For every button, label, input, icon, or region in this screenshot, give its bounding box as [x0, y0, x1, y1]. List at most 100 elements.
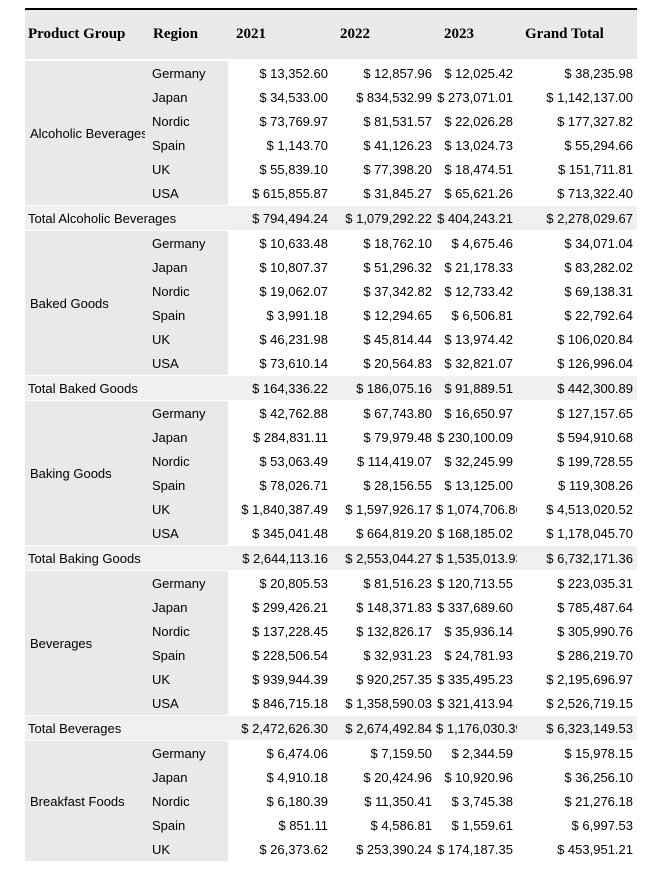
region-cell: Nordic — [145, 279, 228, 303]
value-cell: $ 230,100.09 — [436, 425, 517, 449]
column-header-2022: 2022 — [332, 9, 436, 61]
value-cell: $ 10,920.96 — [436, 765, 517, 789]
value-cell: $ 106,020.84 — [517, 327, 637, 351]
data-row: UK $ 46,231.98 $ 45,814.44 $ 13,974.42 $ 106… — [25, 327, 637, 351]
region-cell: Spain — [145, 133, 228, 157]
total-value-cell: $ 186,075.16 — [332, 375, 436, 401]
value-cell: $ 126,996.04 — [517, 351, 637, 376]
data-row: Japan $ 10,807.37 $ 51,296.32 $ 21,178.33 $ … — [25, 255, 637, 279]
value-cell: $ 223,035.31 — [517, 570, 637, 595]
value-cell: $ 83,282.02 — [517, 255, 637, 279]
data-row: Nordic $ 53,063.49 $ 114,419.07 $ 32,245.99… — [25, 449, 637, 473]
value-cell: $ 4,910.18 — [228, 765, 332, 789]
pivot-table-body: Alcoholic Beverages Germany $ 13,352.60 $ 1… — [25, 60, 637, 861]
data-row: Spain $ 78,026.71 $ 28,156.55 $ 13,125.00 $ … — [25, 473, 637, 497]
value-cell: $ 321,413.94 — [436, 691, 517, 716]
value-cell: $ 228,506.54 — [228, 643, 332, 667]
value-cell: $ 46,231.98 — [228, 327, 332, 351]
data-row: Spain $ 851.11 $ 4,586.81 $ 1,559.61 $ 6,997… — [25, 813, 637, 837]
total-label-cell: Total Beverages — [25, 715, 228, 741]
value-cell: $ 1,178,045.70 — [517, 521, 637, 546]
data-row: USA $ 345,041.48 $ 664,819.20 $ 168,185.02 $… — [25, 521, 637, 546]
region-cell: Germany — [145, 230, 228, 255]
data-row: UK $ 1,840,387.49 $ 1,597,926.17 $ 1,074,70… — [25, 497, 637, 521]
value-cell: $ 37,342.82 — [332, 279, 436, 303]
data-row: Beverages Germany $ 20,805.53 $ 81,516.23 $ … — [25, 570, 637, 716]
value-cell: $ 13,974.42 — [436, 327, 517, 351]
data-row: USA $ 73,610.14 $ 20,564.83 $ 32,821.07 $ 12… — [25, 351, 637, 376]
value-cell: $ 3,745.38 — [436, 789, 517, 813]
total-row: Total Baked Goods $ 164,336.22 $ 186,075.1… — [25, 375, 637, 401]
region-cell: UK — [145, 837, 228, 861]
value-cell: $ 6,180.39 — [228, 789, 332, 813]
value-cell: $ 4,675.46 — [436, 230, 517, 255]
value-cell: $ 335,495.23 — [436, 667, 517, 691]
region-cell: Nordic — [145, 619, 228, 643]
value-cell: $ 453,951.21 — [517, 837, 637, 861]
total-value-cell: $ 2,553,044.27 — [332, 545, 436, 571]
region-cell: Germany — [145, 740, 228, 765]
region-cell: USA — [145, 351, 228, 376]
region-cell: USA — [145, 521, 228, 546]
value-cell: $ 81,531.57 — [332, 109, 436, 133]
data-row: Japan $ 284,831.11 $ 79,979.48 $ 230,100.09… — [25, 425, 637, 449]
value-cell: $ 127,157.65 — [517, 400, 637, 425]
value-cell: $ 1,142,137.00 — [517, 85, 637, 109]
total-row: Total Beverages $ 2,472,626.30 $ 2,674,492… — [25, 715, 637, 741]
value-cell: $ 7,159.50 — [332, 740, 436, 765]
region-cell: Spain — [145, 473, 228, 497]
value-cell: $ 22,026.28 — [436, 109, 517, 133]
value-cell: $ 28,156.55 — [332, 473, 436, 497]
value-cell: $ 20,564.83 — [332, 351, 436, 376]
column-header-region: Region — [145, 9, 228, 61]
value-cell: $ 11,350.41 — [332, 789, 436, 813]
value-cell: $ 1,840,387.49 — [228, 497, 332, 521]
total-value-cell: $ 794,494.24 — [228, 205, 332, 231]
value-cell: $ 10,807.37 — [228, 255, 332, 279]
total-value-cell: $ 164,336.22 — [228, 375, 332, 401]
value-cell: $ 345,041.48 — [228, 521, 332, 546]
value-cell: $ 851.11 — [228, 813, 332, 837]
total-label-cell: Total Baked Goods — [25, 375, 228, 401]
data-row: USA $ 846,715.18 $ 1,358,590.03 $ 321,413.9… — [25, 691, 637, 716]
value-cell: $ 939,944.39 — [228, 667, 332, 691]
value-cell: $ 2,344.59 — [436, 740, 517, 765]
product-group-cell: Breakfast Foods — [25, 740, 145, 861]
product-group-cell: Alcoholic Beverages — [25, 60, 145, 206]
value-cell: $ 4,586.81 — [332, 813, 436, 837]
region-cell: UK — [145, 327, 228, 351]
value-cell: $ 253,390.24 — [332, 837, 436, 861]
product-group-cell: Baking Goods — [25, 400, 145, 546]
data-row: Baking Goods Germany $ 42,762.88 $ 67,743.8… — [25, 400, 637, 546]
total-value-cell: $ 1,535,013.93 — [436, 545, 517, 571]
column-header-grand-total: Grand Total — [517, 9, 637, 61]
value-cell: $ 78,026.71 — [228, 473, 332, 497]
value-cell: $ 20,424.96 — [332, 765, 436, 789]
value-cell: $ 2,195,696.97 — [517, 667, 637, 691]
product-group-cell: Baked Goods — [25, 230, 145, 376]
value-cell: $ 148,371.83 — [332, 595, 436, 619]
value-cell: $ 53,063.49 — [228, 449, 332, 473]
region-cell: Spain — [145, 813, 228, 837]
value-cell: $ 12,857.96 — [332, 60, 436, 85]
data-row: UK $ 939,944.39 $ 920,257.35 $ 335,495.23 $ … — [25, 667, 637, 691]
value-cell: $ 38,235.98 — [517, 60, 637, 85]
value-cell: $ 1,143.70 — [228, 133, 332, 157]
value-cell: $ 13,024.73 — [436, 133, 517, 157]
value-cell: $ 6,997.53 — [517, 813, 637, 837]
value-cell: $ 73,769.97 — [228, 109, 332, 133]
data-row: UK $ 55,839.10 $ 77,398.20 $ 18,474.51 $ 151… — [25, 157, 637, 181]
region-cell: USA — [145, 181, 228, 206]
column-header-2021: 2021 — [228, 9, 332, 61]
total-value-cell: $ 404,243.21 — [436, 205, 517, 231]
value-cell: $ 785,487.64 — [517, 595, 637, 619]
total-value-cell: $ 2,644,113.16 — [228, 545, 332, 571]
column-header-2023: 2023 — [436, 9, 517, 61]
value-cell: $ 137,228.45 — [228, 619, 332, 643]
total-value-cell: $ 91,889.51 — [436, 375, 517, 401]
value-cell: $ 73,610.14 — [228, 351, 332, 376]
value-cell: $ 19,062.07 — [228, 279, 332, 303]
region-cell: UK — [145, 157, 228, 181]
total-value-cell: $ 2,472,626.30 — [228, 715, 332, 741]
